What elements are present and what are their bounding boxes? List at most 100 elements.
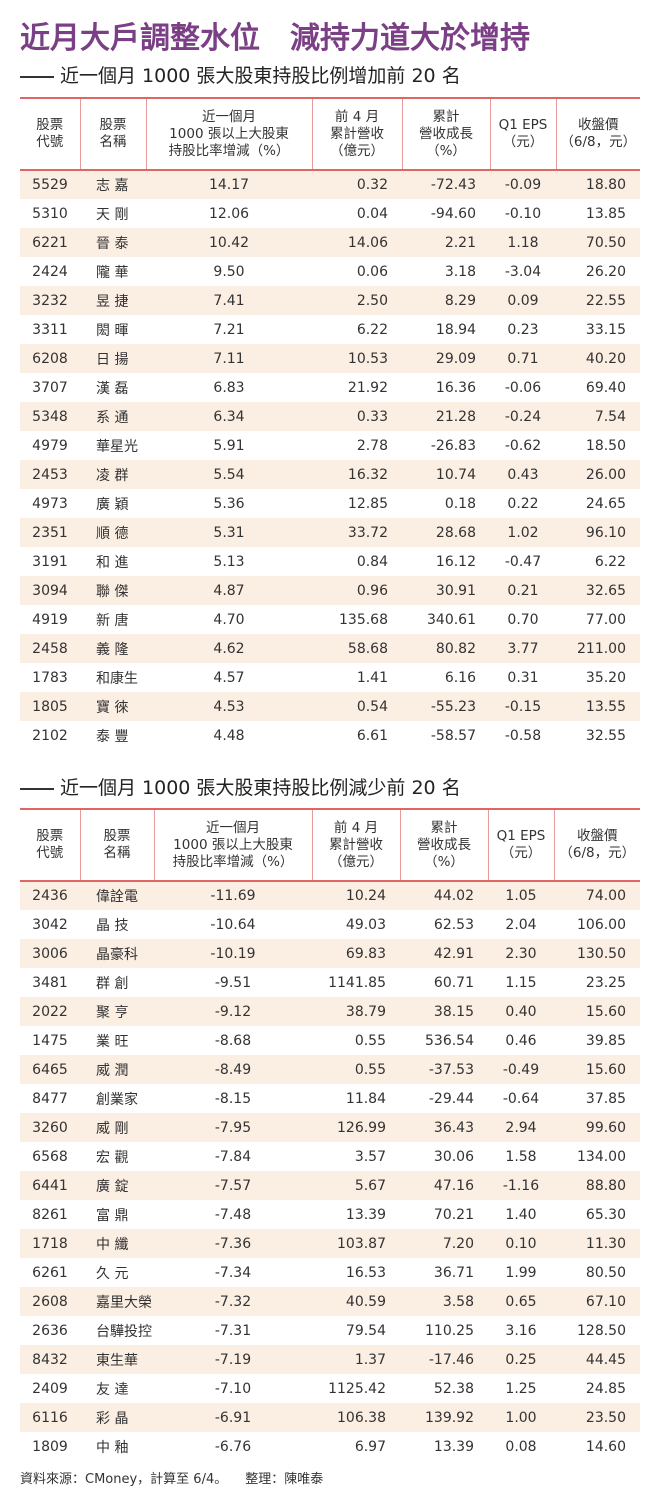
table-row: 2458 義 隆 4.62 58.68 80.82 3.77 211.00 [20,634,640,663]
cell-stock-name: 晶 技 [80,910,154,939]
cell-q1-eps: -0.06 [490,373,556,402]
cell-close-price: 13.55 [556,692,640,721]
table-row: 4919 新 唐 4.70 135.68 340.61 0.70 77.00 [20,605,640,634]
table-row: 3191 和 進 5.13 0.84 16.12 -0.47 6.22 [20,547,640,576]
cell-q1-eps: 1.40 [488,1200,554,1229]
cell-q1-eps: 0.08 [488,1432,554,1461]
cell-stock-name: 凌 群 [80,460,146,489]
cell-q1-eps: 1.15 [488,968,554,997]
cell-revenue-growth: 42.91 [400,939,488,968]
cell-stock-code: 2102 [20,721,80,750]
cell-revenue-growth: 340.61 [402,605,490,634]
cell-close-price: 96.10 [556,518,640,547]
header-revenue-4m: 前 4 月 累計營收 （億元） [311,98,402,170]
cell-revenue-growth: 36.71 [400,1258,488,1287]
cell-q1-eps: -0.09 [490,170,556,199]
cell-revenue-4m: 40.59 [312,1287,400,1316]
cell-stock-name: 久 元 [80,1258,154,1287]
cell-revenue-growth: 16.36 [402,373,490,402]
cell-holding-change: -8.49 [154,1055,312,1084]
cell-q1-eps: 1.05 [488,881,554,910]
cell-stock-code: 3232 [20,286,80,315]
cell-holding-change: -6.91 [154,1403,312,1432]
table-row: 1809 中 釉 -6.76 6.97 13.39 0.08 14.60 [20,1432,640,1461]
cell-q1-eps: 0.21 [490,576,556,605]
cell-close-price: 14.60 [554,1432,640,1461]
cell-close-price: 22.55 [556,286,640,315]
header-stock-code: 股票 代號 [36,828,64,861]
cell-revenue-4m: 1.37 [312,1345,400,1374]
cell-stock-code: 2424 [20,257,80,286]
cell-revenue-growth: -94.60 [402,199,490,228]
footer: 資料來源：CMoney，計算至 6/4。 整理：陳唯泰 [20,1468,341,1487]
cell-q1-eps: 1.25 [488,1374,554,1403]
cell-close-price: 13.85 [556,199,640,228]
cell-close-price: 26.20 [556,257,640,286]
cell-revenue-growth: 21.28 [402,402,490,431]
cell-revenue-4m: 33.72 [312,518,402,547]
cell-revenue-4m: 6.97 [312,1432,400,1461]
title-dash [20,75,54,78]
cell-holding-change: 6.83 [146,373,312,402]
cell-revenue-4m: 58.68 [312,634,402,663]
title-dash [20,787,54,790]
cell-revenue-4m: 1.41 [312,663,402,692]
cell-holding-change: -7.48 [154,1200,312,1229]
cell-revenue-4m: 2.50 [312,286,402,315]
cell-stock-name: 系 通 [80,402,146,431]
cell-revenue-growth: 52.38 [400,1374,488,1403]
cell-close-price: 106.00 [554,910,640,939]
cell-holding-change: 7.41 [146,286,312,315]
table-increase: 股票 代號 股票 名稱 近一個月 1000 張以上大股東 持股比率增減（%）前 4 … [20,97,640,750]
cell-revenue-growth: 30.91 [402,576,490,605]
cell-stock-name: 晉 泰 [80,228,146,257]
cell-q1-eps: 3.77 [490,634,556,663]
table-row: 2409 友 達 -7.10 1125.42 52.38 1.25 24.85 [20,1374,640,1403]
cell-revenue-growth: 18.94 [402,315,490,344]
cell-holding-change: -7.36 [154,1229,312,1258]
cell-holding-change: 5.31 [146,518,312,547]
cell-holding-change: 14.17 [146,170,312,199]
cell-q1-eps: 0.31 [490,663,556,692]
cell-stock-code: 2453 [20,460,80,489]
cell-stock-code: 2636 [20,1316,80,1345]
section-title-increase: 近一個月 1000 張大股東持股比例增加前 20 名 [20,64,461,88]
cell-holding-change: -7.84 [154,1142,312,1171]
cell-q1-eps: -3.04 [490,257,556,286]
table-row: 2608 嘉里大榮 -7.32 40.59 3.58 0.65 67.10 [20,1287,640,1316]
cell-stock-name: 中 纖 [80,1229,154,1258]
footer-source: 資料來源：CMoney，計算至 6/4。 [20,1472,228,1487]
cell-revenue-growth: 7.20 [400,1229,488,1258]
cell-holding-change: -10.19 [154,939,312,968]
table-row: 5310 天 剛 12.06 0.04 -94.60 -0.10 13.85 [20,199,640,228]
cell-stock-code: 5529 [20,170,80,199]
cell-stock-name: 義 隆 [80,634,146,663]
header-revenue-growth: 累計 營收成長 （%） [401,98,490,170]
cell-close-price: 33.15 [556,315,640,344]
cell-revenue-4m: 0.84 [312,547,402,576]
cell-q1-eps: 1.18 [490,228,556,257]
cell-close-price: 130.50 [554,939,640,968]
cell-q1-eps: 1.02 [490,518,556,547]
cell-stock-code: 3707 [20,373,80,402]
cell-stock-name: 新 唐 [80,605,146,634]
cell-holding-change: 4.48 [146,721,312,750]
cell-stock-code: 2022 [20,997,80,1026]
cell-stock-name: 廣 錠 [80,1171,154,1200]
cell-stock-code: 4979 [20,431,80,460]
cell-holding-change: -8.15 [154,1084,312,1113]
cell-revenue-growth: 536.54 [400,1026,488,1055]
cell-stock-name: 嘉里大榮 [80,1287,154,1316]
cell-revenue-growth: 2.21 [402,228,490,257]
cell-revenue-growth: -58.57 [402,721,490,750]
cell-close-price: 70.50 [556,228,640,257]
cell-stock-code: 4973 [20,489,80,518]
cell-revenue-growth: 62.53 [400,910,488,939]
table-row: 6441 廣 錠 -7.57 5.67 47.16 -1.16 88.80 [20,1171,640,1200]
cell-stock-code: 5310 [20,199,80,228]
cell-revenue-4m: 0.06 [312,257,402,286]
cell-close-price: 15.60 [554,997,640,1026]
cell-stock-name: 偉詮電 [80,881,154,910]
cell-close-price: 77.00 [556,605,640,634]
table-row: 3311 閎 暉 7.21 6.22 18.94 0.23 33.15 [20,315,640,344]
